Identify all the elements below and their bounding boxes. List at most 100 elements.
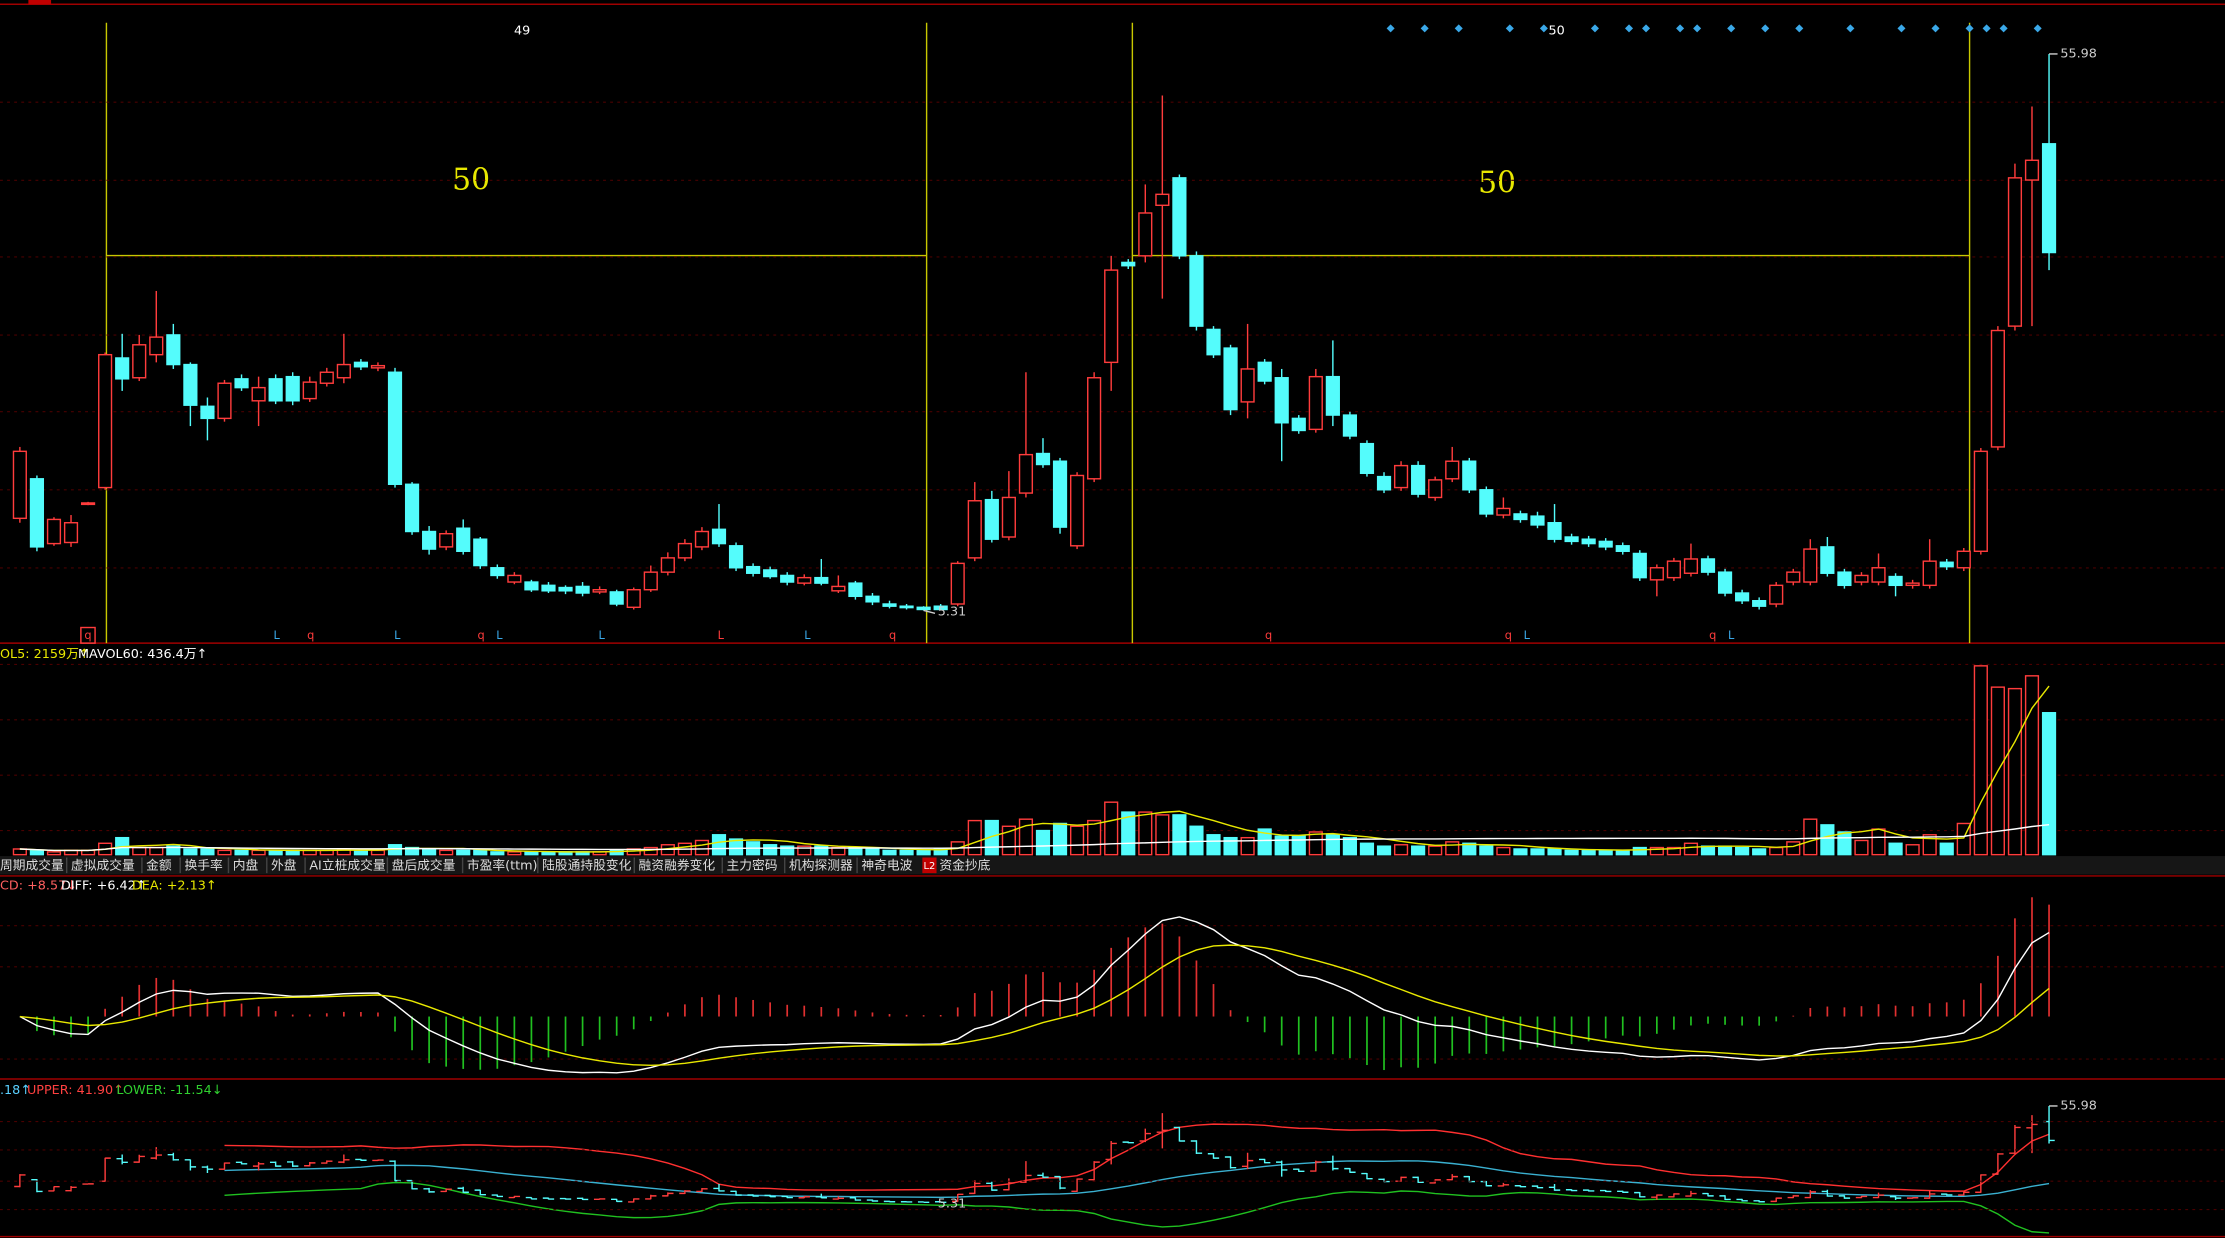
tab[interactable]: 主力密码	[727, 858, 778, 874]
volume-bar	[370, 849, 386, 856]
tab[interactable]: 外盘	[271, 858, 297, 874]
volume-bar	[1325, 834, 1340, 856]
candle-body	[1683, 558, 1699, 574]
tab[interactable]: 神奇电波	[861, 858, 912, 874]
candle-body	[780, 574, 795, 583]
tab[interactable]: 资金抄底	[939, 858, 990, 874]
volume-bar	[1052, 822, 1068, 856]
candle-body	[1820, 546, 1835, 574]
candle-body	[1496, 507, 1511, 516]
candle-body	[1786, 571, 1801, 583]
volume-bar	[268, 849, 283, 856]
volume-bar	[2007, 687, 2023, 856]
candle-body	[422, 530, 437, 550]
candle-body	[1700, 558, 1716, 573]
legend: DIFF: +6.42↑	[61, 878, 146, 893]
candle-body	[1803, 548, 1818, 583]
candle-body	[609, 591, 624, 605]
top-count: 50	[1549, 24, 1565, 39]
volume-bar	[728, 838, 744, 856]
candle-body	[404, 483, 420, 533]
signal-label: L	[598, 628, 605, 642]
tab[interactable]: 融资融券变化	[639, 858, 716, 874]
volume-bar	[1905, 844, 1920, 856]
legend: .18↑	[0, 1083, 31, 1098]
candle-body	[1069, 474, 1085, 547]
volume-bar	[1700, 845, 1716, 856]
candle-body	[575, 585, 590, 594]
tab[interactable]: 机构探测器	[789, 859, 853, 874]
volume-bar	[1342, 836, 1358, 856]
volume-bar	[882, 849, 897, 856]
volume-bar	[1547, 848, 1562, 856]
volume-bar	[1138, 811, 1153, 856]
signal-diamond	[1693, 24, 1702, 33]
candle-body	[592, 589, 607, 593]
top-tab	[28, 0, 52, 5]
candle-body	[29, 478, 45, 548]
volume-bar	[1854, 839, 1869, 856]
candle-body	[1769, 584, 1784, 605]
volume-bar	[899, 849, 914, 856]
candle-body	[1325, 375, 1340, 416]
signal-label: q	[1505, 628, 1512, 642]
candle-body	[2007, 177, 2023, 327]
candle-body	[1735, 592, 1750, 602]
volume-bar	[1615, 849, 1630, 856]
volume-bar	[200, 848, 215, 856]
tab[interactable]: AI立桩成交量	[309, 858, 386, 874]
volume-bar	[814, 845, 829, 856]
volume-bar	[1240, 836, 1255, 856]
tab[interactable]: 陆股通持股变化	[542, 858, 632, 874]
signal-label: L	[274, 628, 281, 642]
candle-body	[1257, 361, 1272, 382]
candle-body	[1854, 574, 1869, 583]
volume-bar	[1871, 828, 1886, 856]
candle-body	[46, 518, 62, 545]
signal-diamond	[1625, 24, 1634, 33]
candle-body	[984, 498, 999, 540]
tab[interactable]: 周期成交量	[0, 858, 64, 874]
tab[interactable]: 金额	[146, 858, 172, 874]
tab[interactable]: 换手率	[184, 858, 223, 874]
candle-body	[166, 334, 181, 366]
volume-bar	[933, 848, 948, 856]
span-count: 50	[1478, 166, 1516, 201]
candle-body	[1291, 417, 1306, 432]
candle-body	[234, 378, 249, 389]
signal-label: L	[1524, 628, 1531, 642]
candle-body	[1530, 515, 1545, 526]
volume-bar	[1769, 846, 1784, 856]
signal-diamond	[1642, 24, 1651, 33]
tab[interactable]: 内盘	[233, 858, 259, 874]
volume-bar	[763, 844, 778, 856]
candle-body	[694, 530, 710, 548]
candle-body	[950, 562, 965, 605]
candle-body	[1018, 453, 1034, 494]
volume-bar	[1496, 846, 1511, 856]
volume-bar	[1717, 845, 1733, 856]
candle-body	[1632, 552, 1647, 579]
candle-body	[63, 522, 79, 544]
candle-body	[882, 603, 897, 607]
volume-bar	[1428, 845, 1443, 856]
volume-bar	[1155, 814, 1170, 856]
tab[interactable]: 市盈率(ttm)	[467, 858, 538, 874]
candle-body	[1922, 560, 1937, 587]
candle-body	[677, 542, 692, 559]
candle-body	[899, 605, 914, 609]
dea-line	[19, 944, 2050, 1067]
tab[interactable]: 虚拟成交量	[71, 858, 135, 874]
volume-bar	[1735, 846, 1750, 856]
tab[interactable]: 盘后成交量	[392, 858, 456, 874]
volume-bar	[524, 851, 539, 856]
volume-bar	[490, 851, 505, 856]
signal-diamond	[1454, 24, 1463, 33]
candle-body	[319, 371, 334, 384]
candle-body	[1428, 479, 1443, 499]
volume-bar	[251, 849, 266, 856]
legend: CD: +8.57↓	[0, 878, 77, 893]
volume-bar	[1035, 829, 1051, 856]
candle-body	[1752, 599, 1767, 607]
